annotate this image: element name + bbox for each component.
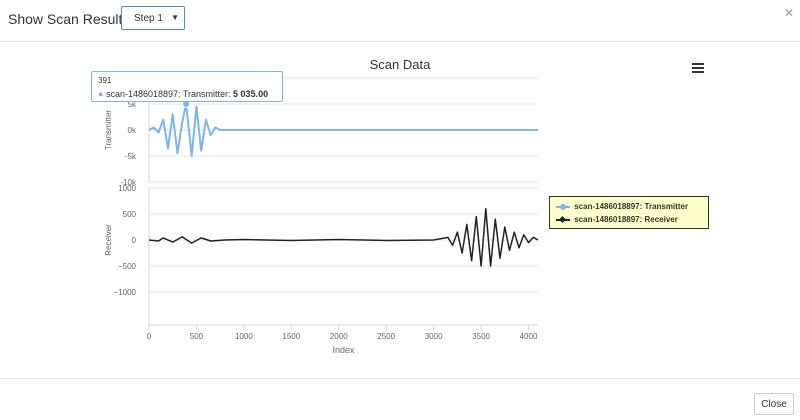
x-tick-label: 4000 [520, 332, 538, 341]
legend-transmitter-label: scan-1486018897: Transmitter [574, 202, 689, 211]
x-axis-label: Index [332, 345, 355, 355]
y-tick-label: -5k [125, 152, 137, 161]
close-button[interactable]: Close [754, 393, 794, 415]
chart-svg: Scan Data-10k-5k0k5k10kTransmitter−1000−… [104, 57, 539, 355]
chart-legend: scan-1486018897: Transmitter scan-148601… [549, 196, 709, 229]
x-tick-label: 0 [147, 332, 152, 341]
chevron-down-icon: ▼ [171, 13, 179, 22]
modal-title: Show Scan Results [8, 11, 130, 27]
y-axis-label: Receiver [104, 224, 113, 256]
step-select-value: Step 1 [134, 13, 163, 24]
chart-tooltip: 391 ● scan-1486018897: Transmitter: 5 03… [91, 71, 283, 102]
legend-transmitter-icon [556, 203, 570, 211]
y-tick-label: −1000 [114, 288, 137, 297]
modal-header: Show Scan Results Step 1 ▼ ✕ [0, 0, 800, 42]
x-tick-label: 2000 [330, 332, 348, 341]
close-icon[interactable]: ✕ [783, 6, 794, 20]
x-tick-label: 500 [190, 332, 204, 341]
modal-footer: Close [0, 378, 800, 420]
x-tick-label: 1000 [235, 332, 253, 341]
x-tick-label: 3500 [472, 332, 490, 341]
y-tick-label: 0k [128, 126, 137, 135]
tooltip-value: 5 035.00 [233, 89, 269, 99]
legend-receiver-label: scan-1486018897: Receiver [574, 215, 678, 224]
y-tick-label: -10k [120, 178, 137, 187]
chart-title: Scan Data [370, 57, 431, 72]
y-tick-label: 500 [123, 210, 137, 219]
x-tick-label: 3000 [425, 332, 443, 341]
y-tick-label: 0 [132, 236, 137, 245]
y-tick-label: −500 [118, 262, 137, 271]
x-tick-label: 2500 [377, 332, 395, 341]
tooltip-dot-icon: ● [98, 89, 104, 99]
tooltip-series-name: scan-1486018897: Transmitter [105, 89, 229, 99]
y-axis-label: Transmitter [104, 110, 113, 150]
y-tick-label: 5k [128, 100, 137, 109]
y-tick-label: 1000 [118, 184, 136, 193]
chart-menu-icon[interactable] [692, 62, 706, 74]
tooltip-x-value: 391 [98, 76, 112, 85]
legend-item-transmitter[interactable]: scan-1486018897: Transmitter [556, 202, 688, 214]
series-line-transmitter [148, 102, 538, 157]
scan-chart: Scan Data-10k-5k0k5k10kTransmitter−1000−… [0, 42, 800, 378]
step-select[interactable]: Step 1 ▼ [121, 6, 185, 30]
x-tick-label: 1500 [282, 332, 300, 341]
legend-item-receiver[interactable]: scan-1486018897: Receiver [556, 215, 678, 227]
legend-receiver-icon [556, 215, 570, 224]
tooltip-series-line: ● scan-1486018897: Transmitter: 5 035.00 [98, 89, 269, 99]
series-line-receiver [148, 208, 539, 267]
